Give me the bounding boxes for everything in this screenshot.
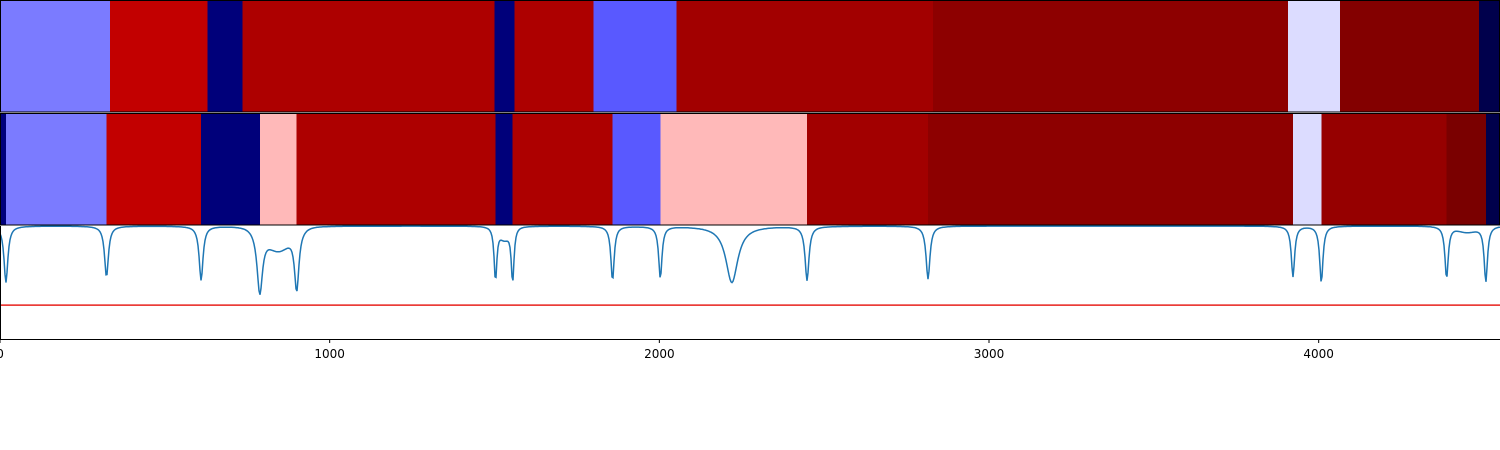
segment-2-8 <box>512 113 614 225</box>
segment-2-7 <box>495 113 514 225</box>
segment-2-4 <box>201 113 261 225</box>
segment-1-10 <box>1288 0 1341 112</box>
x-tick-label: 2000 <box>644 347 675 361</box>
segment-2-15 <box>1446 113 1487 225</box>
segment-2-6 <box>296 113 496 225</box>
x-tick-label: 0 <box>0 347 4 361</box>
boundary-curve-panel <box>0 225 1500 306</box>
segment-bar-1 <box>0 0 1500 112</box>
x-tick-label: 3000 <box>974 347 1005 361</box>
segment-2-12 <box>928 113 1294 225</box>
segment-2-1 <box>0 113 7 225</box>
segment-2-11 <box>807 113 929 225</box>
axes: 0 1000 2000 3000 4000 <box>0 0 1500 361</box>
segment-2-3 <box>106 113 202 225</box>
segment-2-13 <box>1292 113 1322 225</box>
segment-1-9 <box>932 0 1289 112</box>
segment-1-6 <box>514 0 594 112</box>
segment-1-2 <box>109 0 209 112</box>
segment-2-5 <box>259 113 298 225</box>
x-tick-label: 1000 <box>314 347 345 361</box>
segment-1-4 <box>242 0 496 112</box>
segment-1-7 <box>593 0 677 112</box>
x-tick-label: 4000 <box>1303 347 1334 361</box>
segment-2-9 <box>612 113 661 225</box>
segment-1-11 <box>1340 0 1480 112</box>
segment-2-10 <box>660 113 808 225</box>
segment-bars <box>0 0 1500 225</box>
segment-1-3 <box>207 0 243 112</box>
segment-1-1 <box>0 0 111 112</box>
segment-2-14 <box>1321 113 1448 225</box>
segment-1-12 <box>1479 0 1500 112</box>
segment-1-5 <box>494 0 515 112</box>
boundary-curve-line <box>0 225 1500 295</box>
segment-2-16 <box>1485 113 1500 225</box>
segment-1-8 <box>676 0 934 112</box>
segment-bar-2 <box>0 113 1500 225</box>
segment-2-2 <box>5 113 107 225</box>
